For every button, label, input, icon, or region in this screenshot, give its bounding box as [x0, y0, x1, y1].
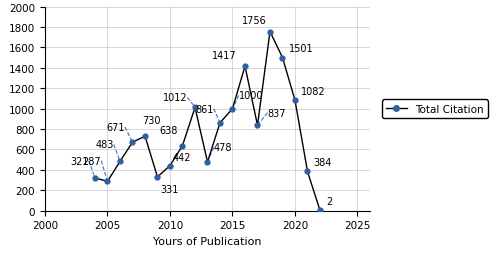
Text: 1501: 1501: [288, 44, 314, 54]
Text: 483: 483: [96, 140, 114, 150]
Text: 384: 384: [314, 157, 332, 167]
Text: 1000: 1000: [238, 91, 263, 101]
Text: 730: 730: [142, 115, 161, 125]
Text: 837: 837: [268, 108, 286, 118]
Text: 1417: 1417: [212, 50, 236, 60]
Text: 1012: 1012: [163, 93, 188, 103]
Text: 671: 671: [106, 122, 125, 133]
Text: 861: 861: [196, 104, 214, 114]
Text: 1756: 1756: [242, 16, 266, 26]
Text: 442: 442: [172, 152, 191, 162]
X-axis label: Yours of Publication: Yours of Publication: [153, 236, 262, 246]
Legend: Total Citation: Total Citation: [382, 100, 488, 118]
Text: 478: 478: [214, 143, 232, 153]
Text: 287: 287: [82, 156, 101, 166]
Text: 321: 321: [70, 156, 88, 166]
Text: 2: 2: [326, 197, 332, 207]
Text: 638: 638: [159, 125, 178, 136]
Text: 331: 331: [160, 184, 178, 195]
Text: 1082: 1082: [301, 87, 326, 97]
